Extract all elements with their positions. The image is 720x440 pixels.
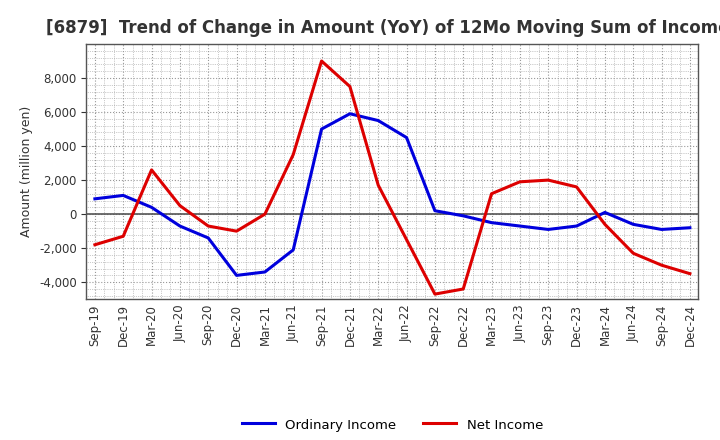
Y-axis label: Amount (million yen): Amount (million yen)	[20, 106, 33, 237]
Legend: Ordinary Income, Net Income: Ordinary Income, Net Income	[237, 413, 548, 437]
Net Income	[544, 177, 552, 183]
Net Income	[119, 234, 127, 239]
Ordinary Income	[374, 118, 382, 123]
Net Income	[629, 251, 637, 256]
Title: [6879]  Trend of Change in Amount (YoY) of 12Mo Moving Sum of Incomes: [6879] Trend of Change in Amount (YoY) o…	[45, 19, 720, 37]
Net Income	[402, 237, 411, 242]
Ordinary Income	[318, 126, 326, 132]
Ordinary Income	[516, 224, 524, 229]
Ordinary Income	[148, 205, 156, 210]
Net Income	[204, 224, 212, 229]
Net Income	[91, 242, 99, 247]
Ordinary Income	[176, 224, 184, 229]
Ordinary Income	[289, 247, 297, 253]
Ordinary Income	[233, 273, 241, 278]
Ordinary Income	[487, 220, 496, 225]
Net Income	[261, 212, 269, 217]
Ordinary Income	[431, 208, 439, 213]
Net Income	[487, 191, 496, 196]
Ordinary Income	[572, 224, 581, 229]
Net Income	[516, 179, 524, 184]
Net Income	[318, 59, 326, 64]
Ordinary Income	[402, 135, 411, 140]
Line: Net Income: Net Income	[95, 61, 690, 294]
Net Income	[431, 291, 439, 297]
Net Income	[148, 167, 156, 172]
Ordinary Income	[544, 227, 552, 232]
Net Income	[459, 286, 467, 292]
Ordinary Income	[685, 225, 694, 231]
Line: Ordinary Income: Ordinary Income	[95, 114, 690, 275]
Ordinary Income	[657, 227, 666, 232]
Net Income	[572, 184, 581, 190]
Ordinary Income	[91, 196, 99, 202]
Net Income	[176, 203, 184, 208]
Net Income	[289, 152, 297, 157]
Ordinary Income	[459, 213, 467, 219]
Net Income	[346, 84, 354, 89]
Ordinary Income	[600, 210, 609, 215]
Net Income	[657, 263, 666, 268]
Net Income	[374, 183, 382, 188]
Ordinary Income	[204, 235, 212, 241]
Net Income	[600, 222, 609, 227]
Ordinary Income	[346, 111, 354, 117]
Ordinary Income	[629, 222, 637, 227]
Ordinary Income	[261, 269, 269, 275]
Net Income	[685, 271, 694, 276]
Net Income	[233, 228, 241, 234]
Ordinary Income	[119, 193, 127, 198]
